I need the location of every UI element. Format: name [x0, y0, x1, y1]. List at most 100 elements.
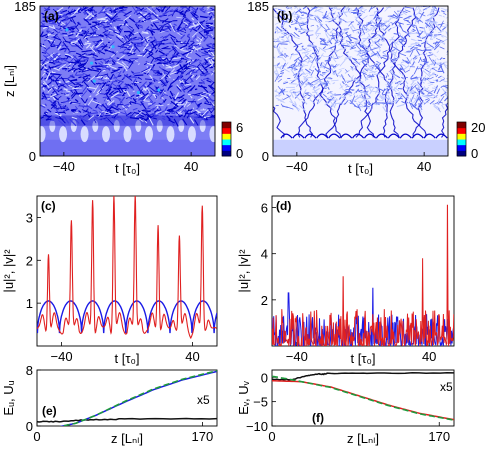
heatmap-streak	[315, 34, 320, 40]
heatmap-hotspot	[92, 79, 96, 83]
heatmap-streak	[416, 67, 425, 69]
heatmap-streak	[49, 42, 59, 47]
heatmap-streak	[40, 63, 48, 70]
heatmap-streak	[144, 50, 149, 56]
heatmap-streak	[390, 50, 397, 54]
heatmap-streak	[320, 90, 327, 95]
heatmap-streak	[427, 27, 430, 29]
heatmap-streak	[350, 22, 356, 30]
x-tick-label: 0	[268, 429, 275, 444]
heatmap-streak	[424, 76, 429, 82]
heatmap-streak	[204, 50, 209, 54]
heatmap-streak	[74, 37, 80, 43]
heatmap-streak	[205, 20, 208, 23]
heatmap-streak	[348, 22, 353, 27]
heatmap-streak	[436, 98, 441, 105]
heatmap-streak	[356, 96, 365, 99]
heatmap-streak	[155, 57, 162, 62]
heatmap-streak	[198, 94, 202, 97]
series-line-green-dashed	[59, 370, 217, 426]
heatmap-streak	[347, 35, 353, 42]
heatmap-streak	[411, 25, 415, 28]
heatmap-streak	[171, 68, 176, 73]
heatmap-streak	[354, 67, 357, 71]
heatmap-streak	[421, 95, 429, 99]
heatmap-streak	[348, 94, 353, 97]
heatmap-streak	[364, 9, 367, 11]
heatmap-streak	[94, 116, 99, 119]
heatmap-streak	[302, 52, 309, 59]
heatmap-streak	[182, 9, 188, 18]
heatmap-streak	[393, 50, 398, 57]
heatmap-streak	[435, 25, 442, 32]
heatmap-streak	[68, 84, 76, 89]
heatmap-streak	[328, 96, 336, 103]
heatmap-streak	[422, 60, 429, 63]
heatmap-streak	[393, 40, 398, 49]
heatmap-streak	[44, 39, 48, 42]
heatmap-streak	[410, 46, 415, 50]
heatmap-streak	[301, 80, 304, 84]
heatmap-streak	[360, 39, 365, 46]
heatmap-streak	[144, 48, 153, 54]
heatmap-streak	[324, 16, 329, 20]
heatmap-streak	[341, 92, 350, 99]
heatmap-streak	[436, 50, 440, 54]
heatmap-streak	[116, 91, 123, 94]
heatmap-streak	[71, 62, 76, 69]
heatmap-streak	[276, 97, 282, 102]
heatmap-streak	[330, 32, 337, 35]
heatmap-streak	[279, 40, 284, 44]
heatmap-streak	[413, 13, 416, 17]
heatmap-streak	[166, 115, 171, 121]
heatmap-streak	[180, 62, 189, 70]
heatmap-streak	[163, 94, 169, 97]
heatmap-streak	[137, 110, 147, 116]
heatmap-streak	[315, 20, 324, 26]
heatmap-streak	[211, 58, 215, 63]
heatmap-streak	[64, 53, 69, 56]
heatmap-streak	[113, 95, 122, 101]
heatmap-streak	[81, 69, 91, 73]
series-line-green-dashed	[272, 375, 454, 421]
heatmap-streak	[125, 97, 129, 100]
heatmap-streak	[53, 67, 60, 71]
heatmap-streak	[58, 116, 66, 124]
heatmap-streak	[308, 14, 317, 18]
heatmap-streak	[306, 34, 314, 37]
heatmap-streak	[344, 9, 353, 14]
heatmap-streak	[331, 6, 341, 11]
heatmap-streak	[335, 49, 340, 53]
heatmap-streak	[275, 72, 278, 76]
x-axis-label: z [Lₙₗ]	[347, 431, 379, 446]
heatmap-streak	[183, 40, 187, 44]
heatmap-streak	[62, 67, 69, 70]
heatmap-streak	[138, 116, 147, 121]
y-tick-label: 8	[26, 363, 33, 378]
heatmap-streak	[182, 118, 188, 126]
heatmap-streak	[329, 56, 333, 60]
heatmap-streak	[377, 64, 381, 71]
heatmap-streak	[85, 104, 93, 110]
heatmap-streak	[443, 89, 448, 95]
heatmap-arc	[375, 133, 389, 139]
heatmap-streak	[407, 45, 412, 48]
heatmap-streak	[277, 66, 282, 70]
heatmap-streak	[330, 64, 334, 66]
heatmap-streak	[82, 77, 86, 80]
heatmap-streak	[405, 94, 410, 99]
heatmap-streak	[433, 105, 440, 111]
heatmap-streak	[55, 27, 63, 32]
heatmap-streak	[191, 74, 195, 79]
heatmap-streak	[342, 91, 348, 96]
heatmap-streak	[307, 94, 312, 97]
heatmap-streak	[425, 98, 430, 101]
heatmap-streak	[127, 52, 136, 57]
heatmap-streak	[210, 105, 215, 110]
heatmap-streak	[110, 111, 120, 116]
heatmap-streak	[371, 102, 380, 106]
heatmap-streak	[139, 81, 148, 89]
heatmap-streak	[421, 86, 425, 92]
heatmap-streak	[151, 93, 161, 95]
heatmap-streak	[201, 51, 211, 57]
